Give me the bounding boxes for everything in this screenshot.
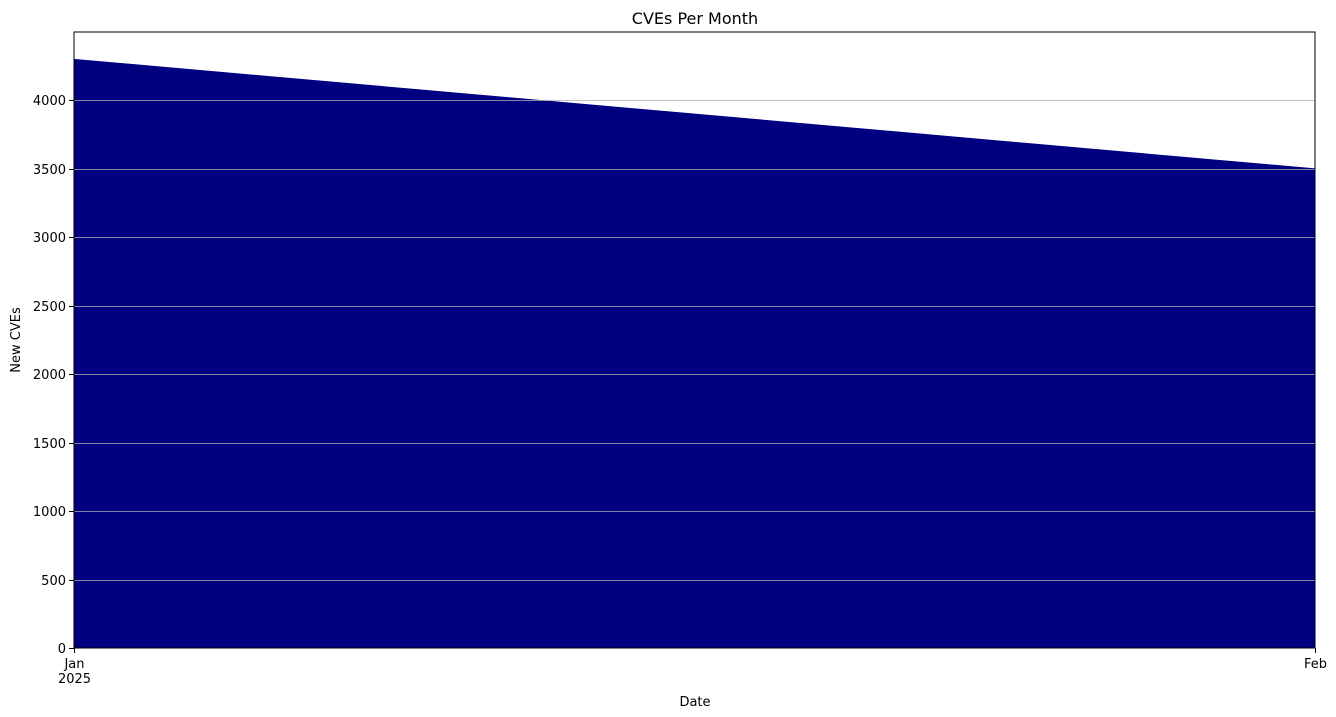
grid-layer (74, 100, 1315, 581)
y-tick-label-500: 500 (41, 574, 66, 589)
x-axis-label: Date (679, 695, 710, 710)
y-tick-label-2000: 2000 (33, 368, 66, 383)
plot-frame (73, 31, 1316, 649)
y-tick-label-3500: 3500 (33, 163, 66, 178)
y-tick-label-4000: 4000 (33, 94, 66, 109)
y-axis: 0 500 1000 1500 2000 2500 3000 3500 4000 (33, 94, 74, 657)
chart-title: CVEs Per Month (632, 9, 758, 28)
y-tick-label-3000: 3000 (33, 231, 66, 246)
y-tick-label-0: 0 (58, 642, 66, 657)
y-axis-label: New CVEs (9, 307, 24, 373)
x-tick-label-0: Jan (63, 657, 84, 672)
y-tick-label-1000: 1000 (33, 505, 66, 520)
x-tick-year-label-0: 2025 (58, 672, 91, 687)
y-tick-label-1500: 1500 (33, 437, 66, 452)
y-tick-label-2500: 2500 (33, 300, 66, 315)
x-tick-label-1: Feb (1304, 657, 1327, 672)
